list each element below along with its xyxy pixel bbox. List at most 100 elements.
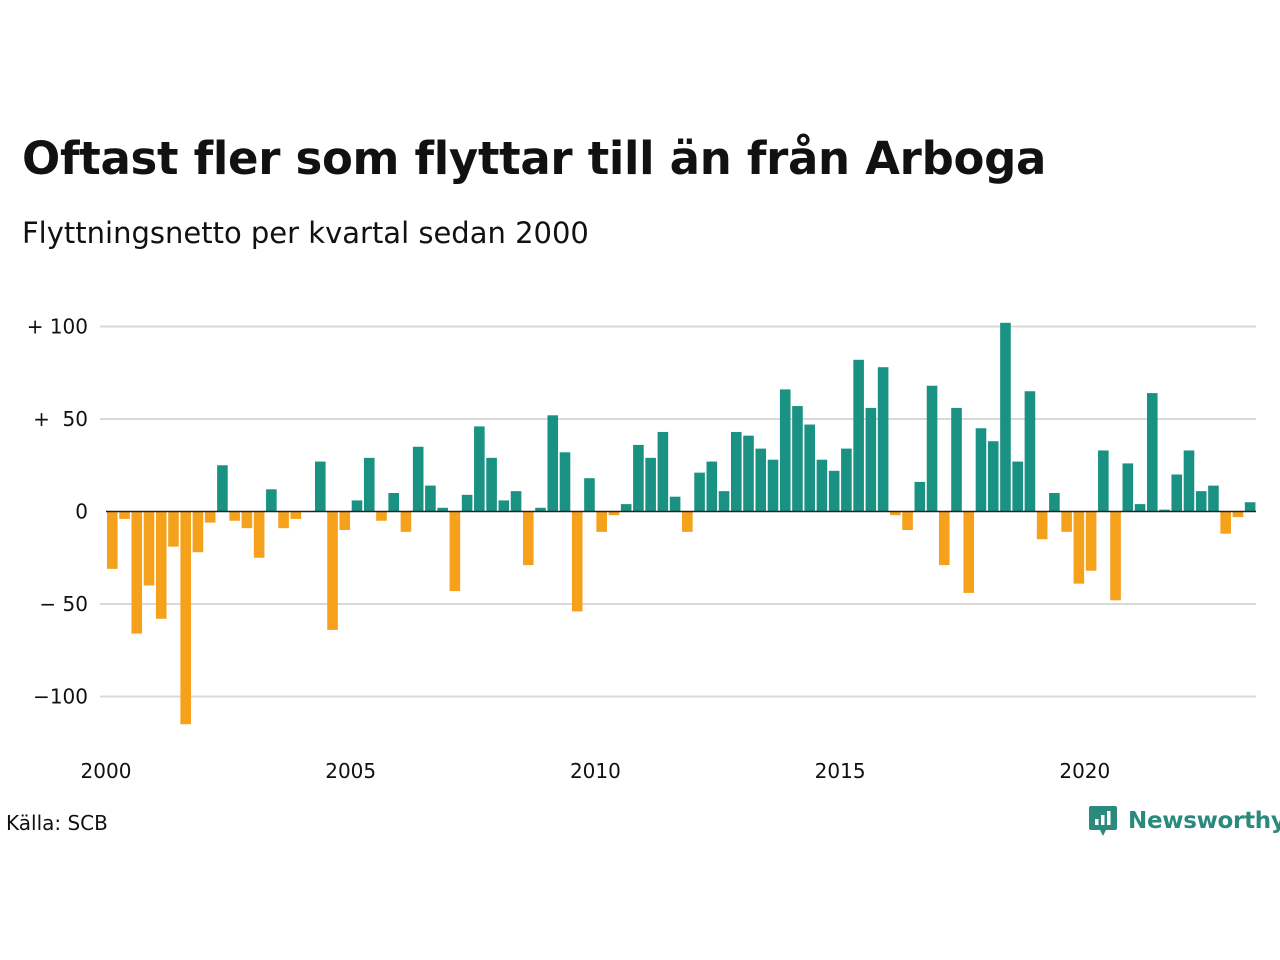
bar xyxy=(327,511,338,630)
y-tick-label: −100 xyxy=(33,685,88,709)
grid-lines xyxy=(100,325,1256,698)
bar xyxy=(412,446,424,512)
bar xyxy=(779,389,791,512)
source-note: Källa: SCB xyxy=(6,811,108,835)
bar xyxy=(1049,493,1060,512)
bar xyxy=(706,461,718,512)
bar xyxy=(669,496,681,512)
bar xyxy=(1036,511,1048,540)
bar xyxy=(853,359,864,512)
bar xyxy=(571,511,583,612)
bar xyxy=(449,511,461,592)
bar xyxy=(792,406,803,512)
bar xyxy=(107,511,118,569)
bar xyxy=(486,457,497,512)
bar xyxy=(437,507,448,512)
bar xyxy=(816,459,828,512)
bar xyxy=(1159,509,1170,512)
bar xyxy=(278,511,289,529)
bar xyxy=(1024,391,1036,512)
y-tick-label: + 50 xyxy=(33,407,88,431)
bar xyxy=(204,511,216,523)
bar xyxy=(1134,504,1146,512)
bar xyxy=(119,511,130,519)
x-tick-label: 2020 xyxy=(1059,759,1110,783)
bar-chart: + 100 + 50 0 − 50 −100 2000 2005 2010 2015 2020 xyxy=(27,315,1256,783)
bar xyxy=(217,465,228,512)
bar xyxy=(559,452,571,512)
bar xyxy=(1073,511,1085,584)
chart-subtitle: Flyttningsnetto per kvartal sedan 2000 xyxy=(22,216,589,250)
bar xyxy=(131,511,143,634)
bar xyxy=(1061,511,1072,532)
bar xyxy=(474,426,485,512)
bar xyxy=(596,511,607,532)
bar xyxy=(192,511,204,553)
bar xyxy=(1012,461,1023,512)
bar xyxy=(351,500,363,512)
bar xyxy=(963,511,975,593)
bar xyxy=(804,424,815,512)
y-tick-label: + 100 xyxy=(27,315,88,339)
y-tick-label: 0 xyxy=(75,500,88,524)
bar xyxy=(584,478,595,512)
bars xyxy=(107,322,1256,725)
bar xyxy=(682,511,693,532)
newsworthy-logo-icon xyxy=(1089,806,1117,836)
bar xyxy=(902,511,913,530)
chart-title: Oftast fler som flyttar till än från Arb… xyxy=(22,132,1047,185)
bar xyxy=(229,511,240,521)
bar xyxy=(841,448,852,512)
bar xyxy=(743,435,754,512)
bar xyxy=(535,507,546,512)
bar xyxy=(1110,511,1121,601)
bar xyxy=(253,511,265,558)
bar xyxy=(339,511,351,530)
bar xyxy=(938,511,950,566)
bar xyxy=(657,431,669,512)
bar xyxy=(1220,511,1231,534)
bar xyxy=(155,511,167,619)
bar xyxy=(620,504,632,512)
bar xyxy=(1208,485,1219,512)
bar xyxy=(926,385,938,512)
bar xyxy=(461,494,473,512)
bar xyxy=(241,511,253,529)
bar xyxy=(425,485,436,512)
bar xyxy=(865,407,877,512)
bar xyxy=(987,441,999,512)
bar xyxy=(730,431,742,512)
x-tick-label: 2015 xyxy=(815,759,866,783)
bar xyxy=(180,511,192,725)
bar xyxy=(400,511,412,532)
bar xyxy=(1171,474,1183,512)
bar xyxy=(767,459,779,512)
bar xyxy=(951,407,962,512)
bar xyxy=(1195,491,1207,512)
bar xyxy=(376,511,387,521)
bar xyxy=(633,444,644,512)
bar xyxy=(645,457,656,512)
bar xyxy=(388,493,400,512)
bar xyxy=(1232,511,1244,518)
bar xyxy=(1098,450,1109,512)
bar xyxy=(266,489,277,512)
bar xyxy=(510,491,522,512)
bar xyxy=(1085,511,1097,571)
bar xyxy=(975,428,987,512)
bar xyxy=(890,511,901,516)
brand-logo[interactable]: Newsworthy xyxy=(1088,804,1280,838)
bar xyxy=(522,511,534,566)
bar xyxy=(718,491,730,512)
bar xyxy=(1183,450,1195,512)
x-axis-labels: 2000 2005 2010 2015 2020 xyxy=(81,759,1111,783)
bar xyxy=(498,500,510,512)
bar xyxy=(290,511,302,519)
x-tick-label: 2010 xyxy=(570,759,621,783)
bar xyxy=(314,461,326,512)
bar xyxy=(694,472,705,512)
bar xyxy=(168,511,179,547)
x-tick-label: 2000 xyxy=(81,759,132,783)
bar xyxy=(608,511,620,516)
bar xyxy=(877,367,889,512)
